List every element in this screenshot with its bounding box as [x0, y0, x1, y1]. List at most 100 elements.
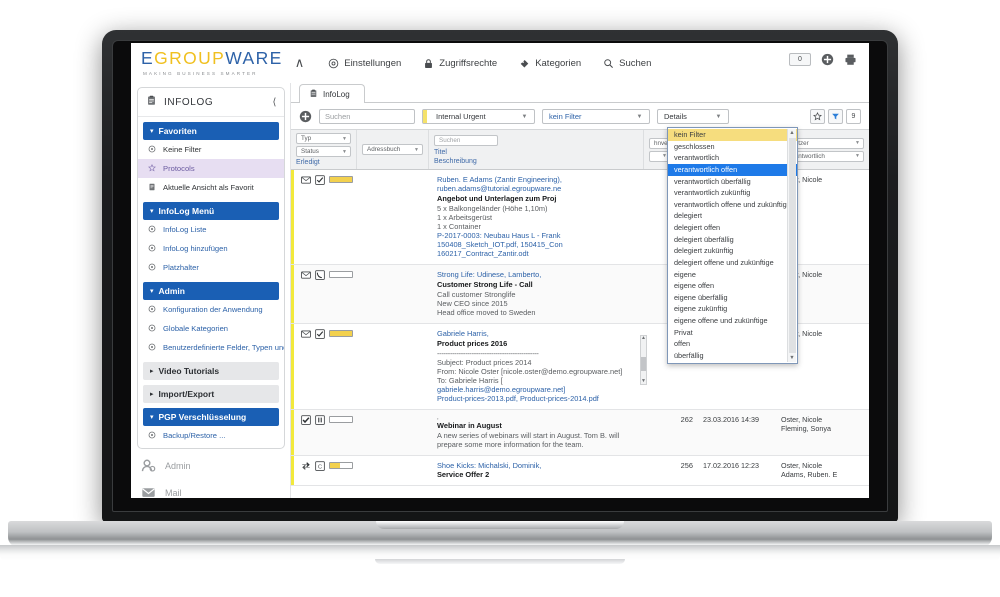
topmenu-item-kategorien[interactable]: Kategorien	[519, 58, 581, 69]
row-addressbook	[360, 456, 432, 485]
topmenu-item-einstellungen[interactable]: Einstellungen	[328, 58, 401, 69]
printer-icon[interactable]	[844, 53, 857, 66]
sidebar-group-favoriten[interactable]: ▾ Favoriten	[143, 122, 279, 140]
filter-option[interactable]: verantwortlich offene und zukünftige	[674, 199, 791, 209]
sidebar-item-label: Backup/Restore ...	[163, 431, 226, 440]
scroll-up-icon[interactable]: ▲	[641, 335, 646, 341]
filter-dropdown-list[interactable]: kein Filter geschlossen verantwortlich v…	[667, 127, 798, 364]
topmenu-item-zugriffsrechte[interactable]: Zugriffsrechte	[423, 58, 497, 69]
row-link[interactable]: P-2017-0003: Neubau Haus L - Frank	[437, 231, 561, 240]
row-link[interactable]: 150408_Sketch_IOT.pdf, 150415_Con	[437, 240, 563, 249]
filter-option[interactable]: verantwortlich überfällig	[674, 176, 751, 186]
sidebar-group-label-pgp: PGP Verschlüsselung	[158, 412, 247, 422]
filter-option[interactable]: delegiert offene und zukünftige	[674, 257, 774, 267]
sidebar-item-konfiguration[interactable]: Konfiguration der Anwendung	[138, 300, 284, 319]
chevron-left-icon[interactable]: ⟨	[272, 96, 277, 108]
sidebar-item-keine-filter[interactable]: Keine Filter	[138, 140, 284, 159]
filter-option[interactable]: eigene offen	[674, 281, 715, 291]
filter-option[interactable]: kein Filter	[668, 129, 797, 141]
row-addressbook	[360, 170, 432, 264]
favorite-star-button[interactable]	[810, 109, 825, 124]
table-row[interactable]: C Shoe Kicks: Michalski, Dominik, Servic…	[291, 456, 869, 486]
plus-circle-icon[interactable]	[821, 53, 834, 66]
row-contact[interactable]: Shoe Kicks: Michalski, Dominik,	[437, 461, 542, 470]
filter-option[interactable]: verantwortlich	[674, 153, 720, 163]
addressbook-select[interactable]: Adressbuch ▼	[362, 144, 423, 155]
category-select[interactable]: Internal Urgent ▼	[422, 109, 535, 124]
filter-option[interactable]: Privat	[674, 327, 693, 337]
row-owner: Oster, Nicole	[776, 265, 869, 323]
funnel-filter-button[interactable]	[828, 109, 843, 124]
sidebar-group-infolog-menu[interactable]: ▾ InfoLog Menü	[143, 202, 279, 220]
sidebar-item-backup-restore[interactable]: Backup/Restore ...	[138, 426, 284, 448]
sidebar-item-benutzerdefinierte-felder[interactable]: Benutzerdefinierte Felder, Typen und St.…	[138, 338, 284, 357]
row-email[interactable]: ruben.adams@tutorial.egroupware.ne	[437, 184, 562, 193]
search-icon	[603, 58, 614, 69]
sidebar-item-label: InfoLog Liste	[163, 225, 207, 234]
dropdown-scrollbar[interactable]: ▲ ▼	[787, 129, 796, 362]
row-link[interactable]: 160217_Contract_Zantir.odt	[437, 249, 529, 258]
notification-count[interactable]: 0	[789, 53, 811, 66]
cell-scrollbar[interactable]: ▲ ▼	[640, 335, 647, 385]
scroll-down-icon[interactable]: ▼	[641, 378, 646, 384]
filter-option[interactable]: verantwortlich offen	[668, 163, 797, 176]
filter-option[interactable]: eigene offene und zukünftige	[674, 316, 768, 325]
type-select[interactable]: Typ ▼	[296, 133, 351, 144]
row-owner-1: Oster, Nicole	[781, 329, 823, 338]
sidebar-group-admin[interactable]: ▾ Admin	[143, 282, 279, 300]
sidebar-group-video-tutorials[interactable]: ▸ Video Tutorials	[143, 362, 279, 380]
table-row[interactable]: , Webinar in August A new series of webi…	[291, 410, 869, 456]
row-icons	[294, 265, 360, 323]
view-select[interactable]: Details ▼	[657, 109, 729, 124]
grid-header-label-beschreibung[interactable]: Beschreibung	[434, 157, 477, 165]
filter-option[interactable]: offen	[674, 339, 691, 349]
row-contact[interactable]: Ruben. E Adams (Zantir Engineering),	[437, 175, 562, 184]
sidebar-item-globale-kategorien[interactable]: Globale Kategorien	[138, 319, 284, 338]
filter-option[interactable]: eigene	[674, 269, 696, 279]
sidebar-item-aktuelle-ansicht-favorit[interactable]: Aktuelle Ansicht als Favorit	[138, 178, 284, 197]
scroll-up-icon[interactable]: ▲	[789, 130, 795, 136]
filter-option[interactable]: überfällig	[674, 350, 704, 360]
sidebar-app-mail[interactable]: Mail	[131, 480, 290, 498]
infolog-icon	[309, 89, 318, 100]
scrollbar-thumb[interactable]	[788, 138, 796, 353]
sidebar-item-platzhalter[interactable]: Platzhalter	[138, 258, 284, 277]
grid-header-label-titel[interactable]: Titel	[434, 148, 447, 156]
add-entry-icon[interactable]	[299, 110, 312, 123]
row-desc-line[interactable]: gabriele.harris@demo.egroupware.net]	[437, 385, 566, 394]
status-select[interactable]: Status ▼	[296, 146, 351, 157]
sidebar-app-label-mail: Mail	[165, 488, 182, 498]
search-input[interactable]: Suchen	[319, 109, 415, 124]
topmenu-item-suchen[interactable]: Suchen	[603, 58, 651, 69]
filter-option[interactable]: delegiert zukünftig	[674, 246, 734, 256]
filter-option[interactable]: eigene zukünftig	[674, 304, 728, 314]
triangle-right-icon: ▸	[150, 391, 154, 398]
scrollbar-thumb[interactable]	[641, 357, 646, 371]
sidebar-app-admin[interactable]: Admin	[131, 453, 290, 480]
tab-infolog[interactable]: InfoLog	[299, 84, 365, 103]
sidebar-group-pgp[interactable]: ▾ PGP Verschlüsselung	[143, 408, 279, 426]
filter-select[interactable]: kein Filter ▼	[542, 109, 650, 124]
sidebar-item-protocols[interactable]: Protocols	[138, 159, 284, 178]
row-link[interactable]: Product-prices-2013.pdf, Product-prices-…	[437, 394, 599, 403]
header-collapse-caret-icon[interactable]: ∧	[294, 55, 305, 70]
filter-option[interactable]: verantwortlich zukünftig	[674, 188, 751, 198]
row-contact[interactable]: Gabriele Harris,	[437, 329, 489, 338]
sidebar-group-import-export[interactable]: ▸ Import/Export	[143, 385, 279, 403]
row-contact[interactable]: Strong Life: Udinese, Lamberto,	[437, 270, 542, 279]
filter-option[interactable]: delegiert überfällig	[674, 234, 734, 244]
filter-option[interactable]: geschlossen	[674, 141, 715, 151]
sidebar-item-infolog-liste[interactable]: InfoLog Liste	[138, 220, 284, 239]
filter-option[interactable]: delegiert offen	[674, 223, 721, 232]
chevron-down-icon: ▼	[521, 113, 528, 120]
filter-option[interactable]: eigene überfällig	[674, 292, 728, 302]
grid-header-label-erledigt[interactable]: Erledigt	[296, 159, 320, 166]
title-search-input[interactable]: Suchen	[434, 134, 498, 146]
row-marker	[291, 324, 294, 409]
sidebar-item-infolog-hinzufuegen[interactable]: InfoLog hinzufügen	[138, 239, 284, 258]
gear-icon	[148, 431, 156, 441]
row-title: Angebot und Unterlagen zum Proj	[437, 194, 557, 203]
scroll-down-icon[interactable]: ▼	[789, 354, 795, 361]
filter-option[interactable]: delegiert	[674, 211, 702, 221]
triangle-right-icon: ▸	[150, 368, 154, 375]
